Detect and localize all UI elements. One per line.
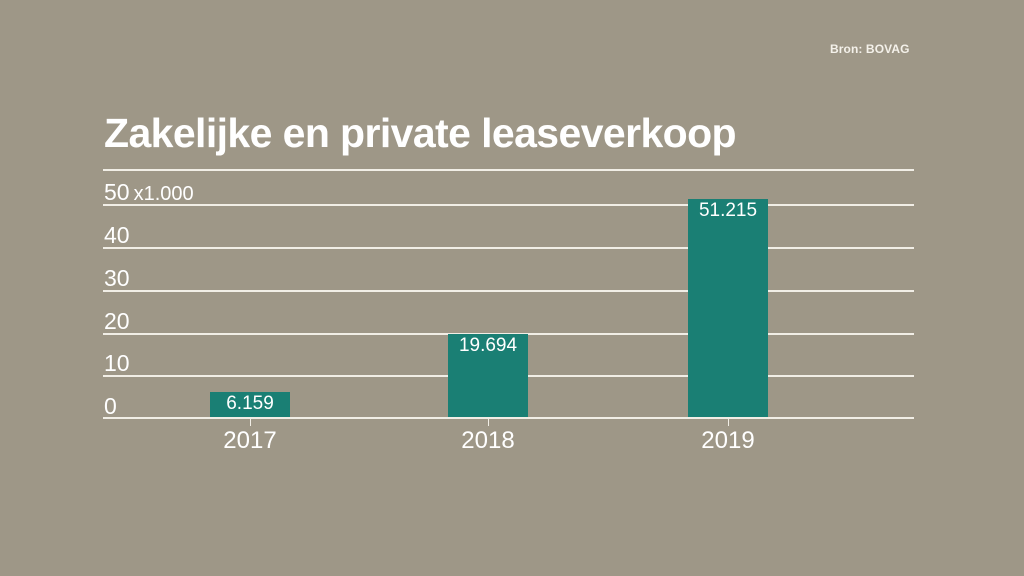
bar-value-2019: 51.215 <box>698 200 758 221</box>
x-label-2018: 2018 <box>461 427 515 454</box>
y-tick-20: 20 <box>104 308 130 334</box>
y-tick-50: 50 x1.000 <box>104 179 194 205</box>
top-rule <box>103 169 914 171</box>
bar-2019: 51.215 <box>688 199 768 418</box>
y-tick-30: 30 <box>104 265 130 291</box>
bar-2018: 19.694 <box>448 334 528 418</box>
bar-value-2017: 6.159 <box>226 393 274 414</box>
x-tick-2017 <box>250 419 251 426</box>
baseline <box>103 417 914 419</box>
y-tick-40: 40 <box>104 222 130 248</box>
x-label-2017: 2017 <box>223 427 277 454</box>
source-label: Bron: BOVAG <box>830 42 910 56</box>
x-tick-2019 <box>728 419 729 426</box>
bar-2017: 6.159 <box>210 392 290 418</box>
y-tick-50-value: 50 <box>104 179 130 205</box>
chart-title: Zakelijke en private leaseverkoop <box>104 110 737 156</box>
y-tick-0: 0 <box>104 393 117 419</box>
bar-value-2018: 19.694 <box>458 335 518 356</box>
y-axis-unit: x1.000 <box>133 183 194 205</box>
x-label-2019: 2019 <box>701 427 755 454</box>
y-tick-10: 10 <box>104 350 130 376</box>
gridline-40 <box>103 247 914 249</box>
x-tick-2018 <box>488 419 489 426</box>
gridline-30 <box>103 290 914 292</box>
plot-area: 50 x1.000 40 30 20 10 0 6.159 19.694 51.2… <box>103 181 914 453</box>
gridline-50 <box>103 204 914 206</box>
